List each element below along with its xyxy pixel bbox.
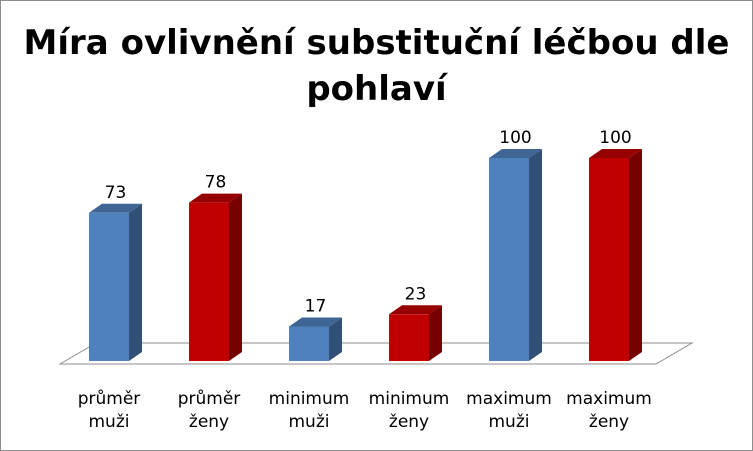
x-tick-label: maximum muži xyxy=(466,389,552,432)
bar xyxy=(389,314,429,361)
chart-title: Míra ovlivnění substituční léčbou dle po… xyxy=(23,23,730,109)
bar-side xyxy=(329,317,342,361)
bar-side xyxy=(229,193,242,361)
bar-top xyxy=(589,149,642,158)
data-label: 23 xyxy=(405,284,427,304)
bar-side xyxy=(129,203,142,361)
data-label: 100 xyxy=(599,128,631,148)
x-tick-label: průměr muži xyxy=(78,389,141,432)
bar xyxy=(89,212,129,361)
data-label: 78 xyxy=(205,173,227,193)
bar-top xyxy=(89,203,142,213)
bar-top xyxy=(389,305,442,315)
bar-side xyxy=(629,149,642,361)
data-label: 100 xyxy=(499,128,531,148)
x-tick-label: maximum ženy xyxy=(566,389,652,432)
x-tick-label: průměr ženy xyxy=(178,389,241,432)
bar xyxy=(489,158,529,361)
data-label: 73 xyxy=(105,183,127,203)
bar xyxy=(189,202,229,361)
bar xyxy=(589,158,629,361)
bar-top xyxy=(289,317,342,327)
bar-side xyxy=(529,149,542,361)
bar xyxy=(289,326,329,361)
bar-top xyxy=(189,193,242,203)
x-tick-label: minimum muži xyxy=(269,389,350,432)
x-tick-label: minimum ženy xyxy=(369,389,450,432)
bar-side xyxy=(429,305,442,361)
data-label: 17 xyxy=(305,296,327,316)
bar-top xyxy=(489,149,542,158)
